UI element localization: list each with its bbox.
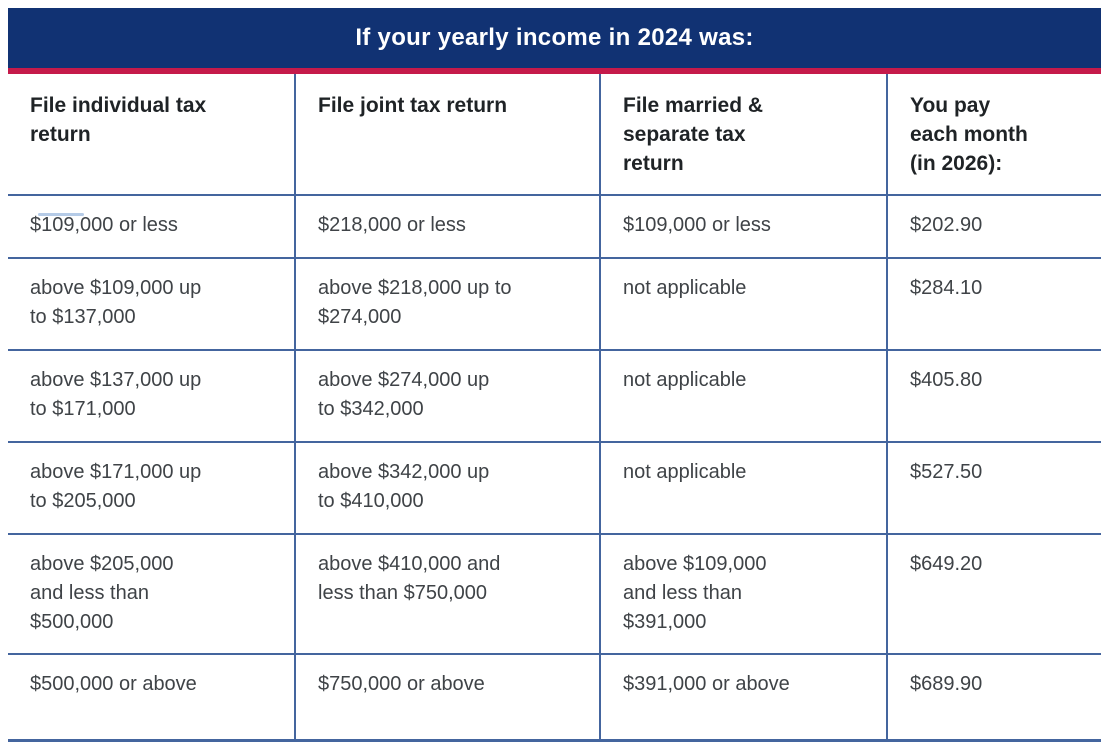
cell-individual: above $205,000 and less than $500,000 (8, 534, 296, 655)
cell-individual: above $137,000 up to $171,000 (8, 350, 296, 443)
table-row: above $171,000 up to $205,000 above $342… (8, 442, 1101, 535)
cell-payment: $405.80 (887, 350, 1101, 443)
cell-payment: $202.90 (887, 195, 1101, 259)
header-joint-return: File joint tax return (295, 74, 601, 196)
header-married-separate-return: File married & separate tax return (600, 74, 888, 196)
cell-payment: $649.20 (887, 534, 1101, 655)
table-title-banner: If your yearly income in 2024 was: (8, 8, 1101, 68)
cell-joint: $218,000 or less (295, 195, 601, 259)
cell-individual: $109,000 or less (8, 195, 296, 259)
header-row: File individual tax return File joint ta… (8, 74, 1101, 196)
cell-payment: $284.10 (887, 258, 1101, 351)
cell-payment: $527.50 (887, 442, 1101, 535)
cell-married-separate: $109,000 or less (600, 195, 888, 259)
cell-individual: above $171,000 up to $205,000 (8, 442, 296, 535)
cell-joint: above $342,000 up to $410,000 (295, 442, 601, 535)
accent-divider (8, 68, 1101, 74)
cell-joint: $750,000 or above (295, 654, 601, 742)
cell-married-separate: not applicable (600, 442, 888, 535)
cell-joint: above $274,000 up to $342,000 (295, 350, 601, 443)
table-row: $500,000 or above $750,000 or above $391… (8, 654, 1101, 742)
table-row: above $205,000 and less than $500,000 ab… (8, 534, 1101, 655)
income-table: File individual tax return File joint ta… (8, 74, 1101, 742)
table-row: above $137,000 up to $171,000 above $274… (8, 350, 1101, 443)
cell-payment: $689.90 (887, 654, 1101, 742)
cell-text: $109,000 or less (30, 214, 178, 236)
cell-individual: $500,000 or above (8, 654, 296, 742)
cell-joint: above $218,000 up to $274,000 (295, 258, 601, 351)
header-individual-return: File individual tax return (8, 74, 296, 196)
cell-individual: above $109,000 up to $137,000 (8, 258, 296, 351)
cell-married-separate: not applicable (600, 258, 888, 351)
table-title: If your yearly income in 2024 was: (355, 24, 754, 51)
cell-joint: above $410,000 and less than $750,000 (295, 534, 601, 655)
highlight-artifact (38, 213, 84, 216)
income-bracket-table: If your yearly income in 2024 was: File … (8, 8, 1101, 742)
cell-married-separate: $391,000 or above (600, 654, 888, 742)
header-monthly-payment: You pay each month (in 2026): (887, 74, 1101, 196)
table-row: $109,000 or less $218,000 or less $109,0… (8, 195, 1101, 259)
cell-married-separate: not applicable (600, 350, 888, 443)
table-row: above $109,000 up to $137,000 above $218… (8, 258, 1101, 351)
cell-married-separate: above $109,000 and less than $391,000 (600, 534, 888, 655)
